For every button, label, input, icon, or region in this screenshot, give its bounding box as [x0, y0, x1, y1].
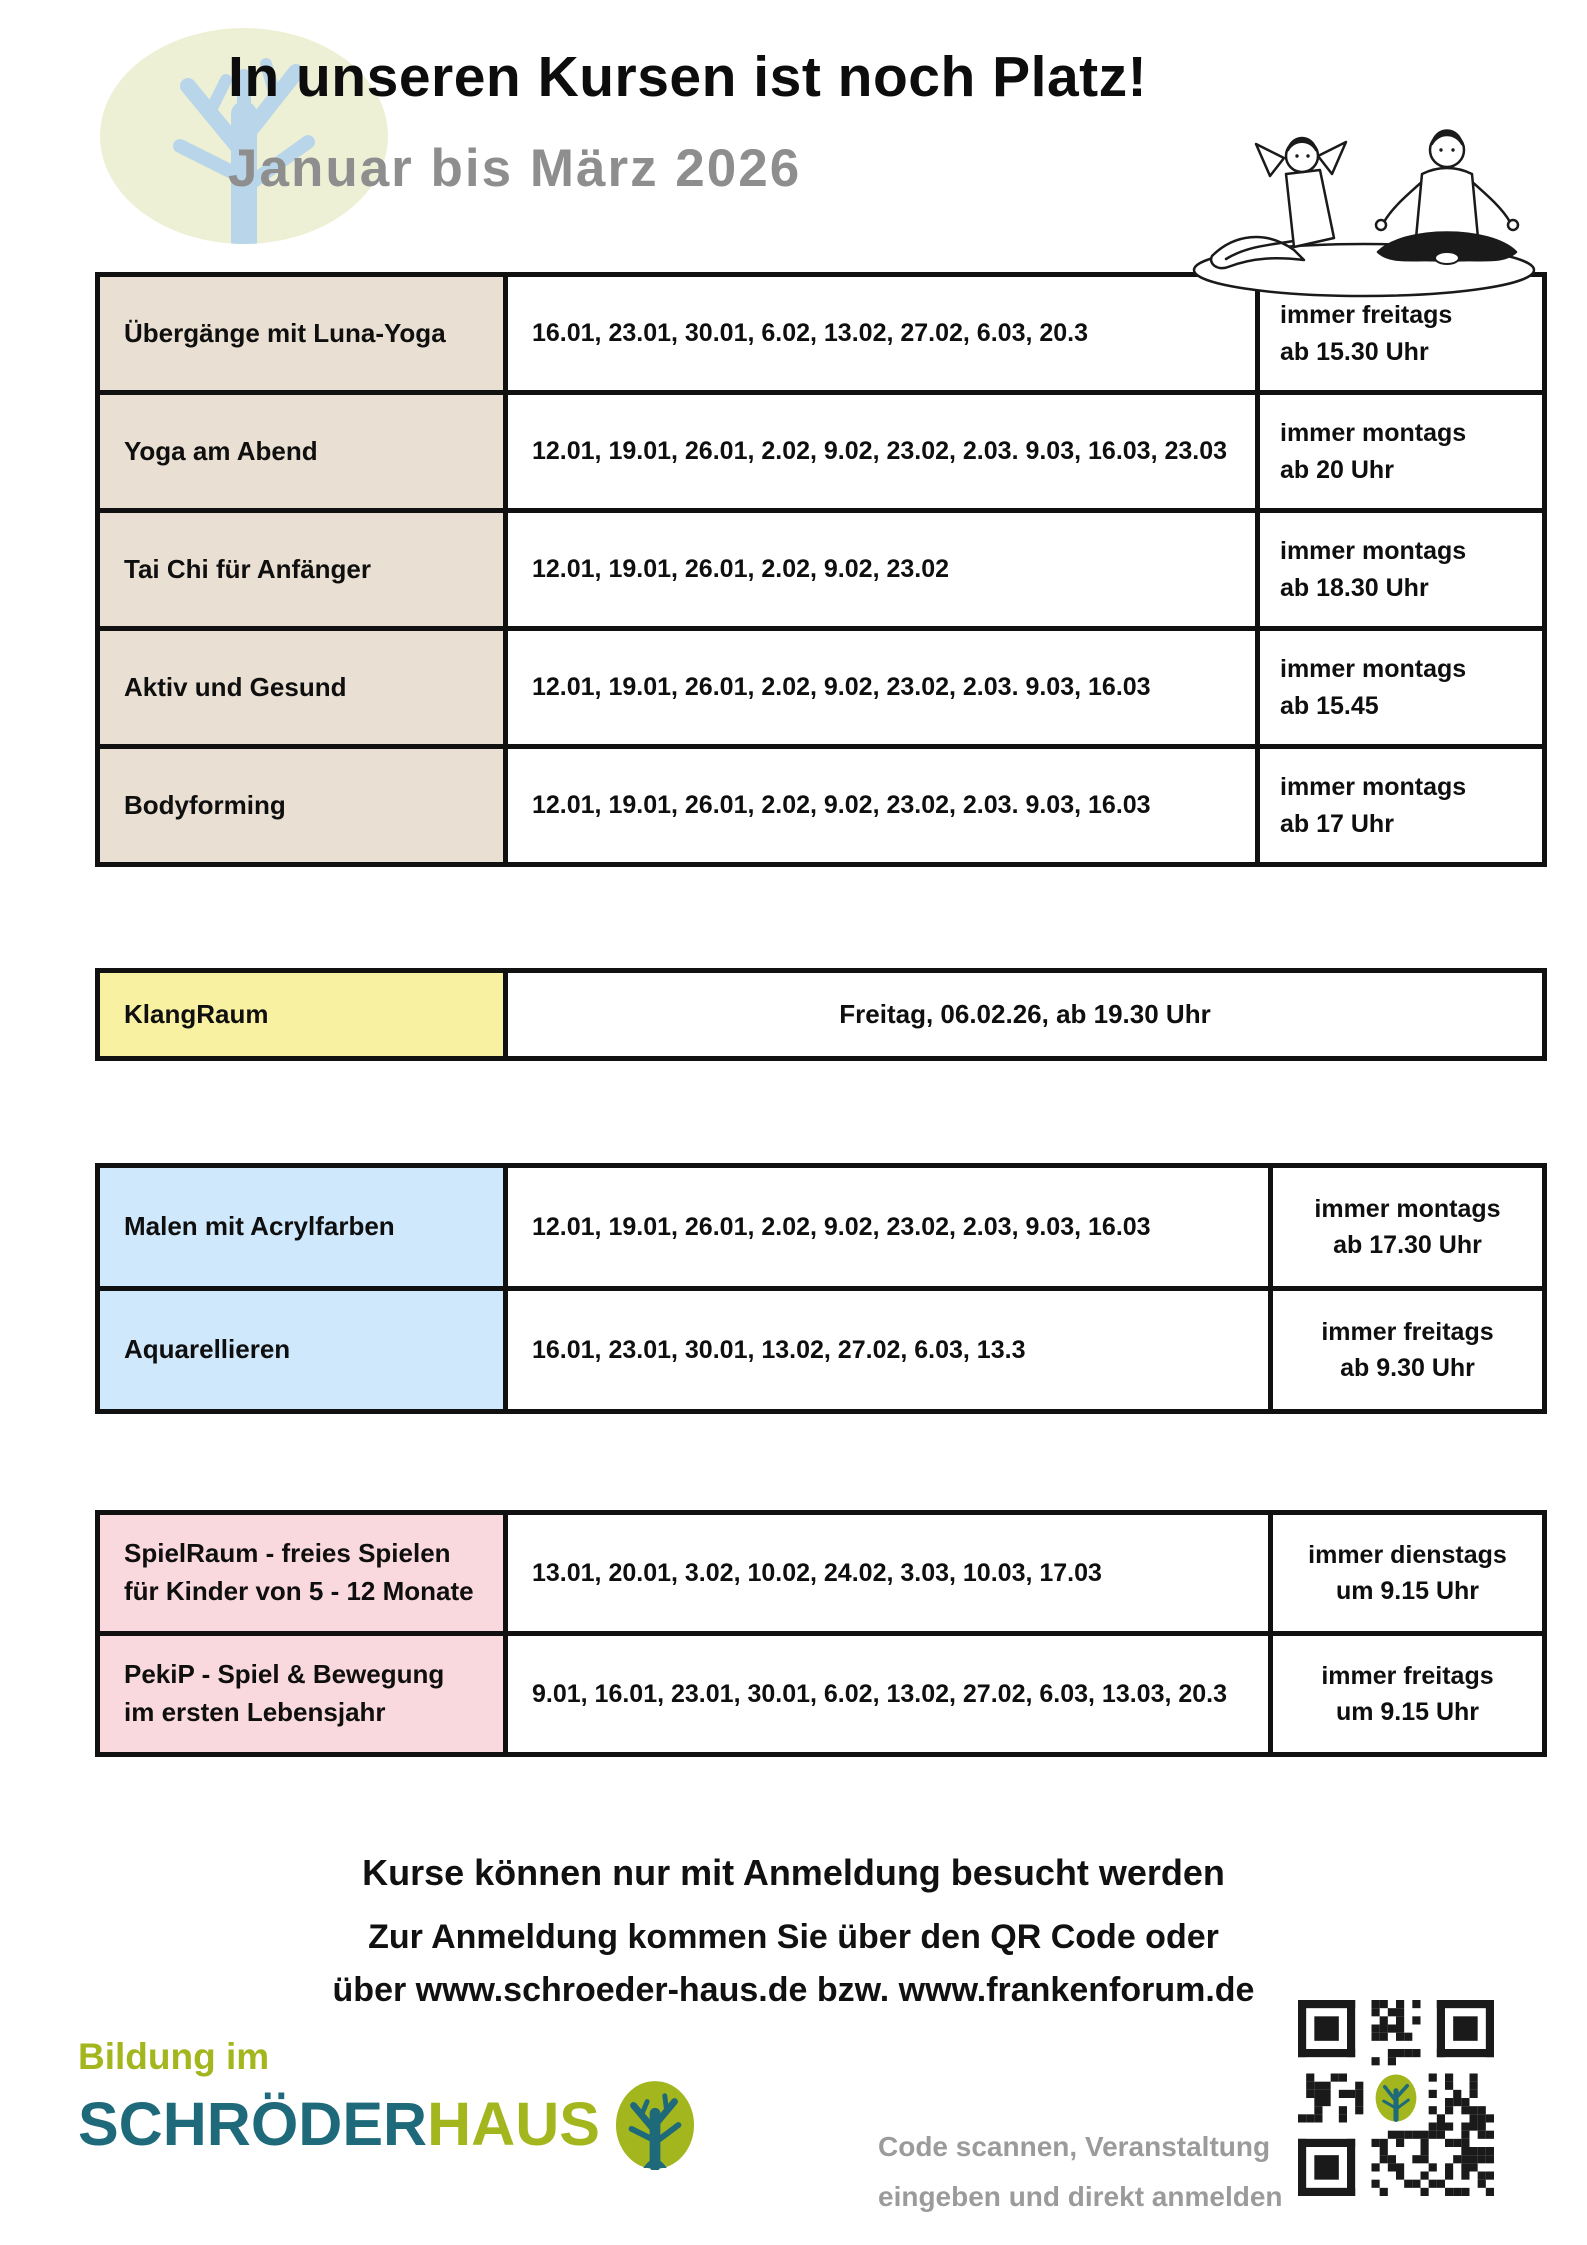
table-row: Aquarellieren 16.01, 23.01, 30.01, 13.02…: [95, 1286, 1547, 1414]
table-row: Malen mit Acrylfarben 12.01, 19.01, 26.0…: [95, 1163, 1547, 1291]
table-row: Aktiv und Gesund 12.01, 19.01, 26.01, 2.…: [95, 626, 1547, 749]
course-schedule-cell: immer montags ab 17 Uhr: [1255, 744, 1547, 867]
logo-name: SCHRÖDER HAUS: [78, 2080, 696, 2170]
tree-watermark-icon: [100, 28, 388, 244]
course-name-cell: Bodyforming: [95, 744, 508, 867]
course-dates-cell: 12.01, 19.01, 26.01, 2.02, 9.02, 23.02, …: [503, 390, 1260, 513]
schedule-line: ab 9.30 Uhr: [1340, 1354, 1475, 1382]
art-course-table: Malen mit Acrylfarben 12.01, 19.01, 26.0…: [95, 1163, 1547, 1414]
schedule-line: immer montags: [1280, 773, 1467, 802]
schedule-line: ab 20 Uhr: [1280, 455, 1394, 484]
registration-note-line: über www.schroeder-haus.de bzw. www.fran…: [332, 1971, 1255, 2009]
schedule-line: immer freitags: [1321, 1661, 1494, 1690]
schedule-line: immer freitags: [1321, 1317, 1494, 1346]
course-schedule-cell: immer montags ab 15.45: [1255, 626, 1547, 749]
tree-logo-icon: [615, 2081, 694, 2170]
course-schedule-cell: immer freitags um 9.15 Uhr: [1268, 1631, 1547, 1757]
table-row: PekiP - Spiel & Bewegung im ersten Leben…: [95, 1631, 1547, 1757]
table-row: SpielRaum - freies Spielen für Kinder vo…: [95, 1510, 1547, 1636]
schedule-line: immer freitags: [1280, 301, 1453, 330]
course-dates-cell: 12.01, 19.01, 26.01, 2.02, 9.02, 23.02, …: [503, 1163, 1273, 1291]
logo-name-haus: HAUS: [427, 2090, 600, 2159]
course-dates-cell: 12.01, 19.01, 26.01, 2.02, 9.02, 23.02, …: [503, 744, 1260, 867]
course-name-cell: Aktiv und Gesund: [95, 626, 508, 749]
schedule-line: ab 17 Uhr: [1280, 809, 1394, 838]
page-subtitle: Januar bis März 2026: [228, 139, 802, 198]
schedule-line: immer montags: [1280, 419, 1467, 448]
course-dates-cell: 9.01, 16.01, 23.01, 30.01, 6.02, 13.02, …: [503, 1631, 1273, 1757]
qr-code: [1298, 2000, 1494, 2196]
course-dates-cell: 13.01, 20.01, 3.02, 10.02, 24.02, 3.03, …: [503, 1510, 1273, 1636]
schedule-line: immer montags: [1314, 1194, 1501, 1223]
course-schedule-cell: immer dienstags um 9.15 Uhr: [1268, 1510, 1547, 1636]
course-name-cell: SpielRaum - freies Spielen für Kinder vo…: [95, 1510, 508, 1636]
logo-name-schroeder: SCHRÖDER: [78, 2090, 428, 2159]
schedule-line: ab 18.30 Uhr: [1280, 573, 1429, 602]
qr-center-tree-logo: [1368, 2070, 1424, 2126]
qr-caption: Code scannen, Veranstaltung eingeben und…: [878, 2122, 1283, 2223]
course-dates-cell: 16.01, 23.01, 30.01, 13.02, 27.02, 6.03,…: [503, 1286, 1273, 1414]
schedule-line: ab 15.30 Uhr: [1280, 337, 1429, 366]
registration-note-line: Kurse können nur mit Anmeldung besucht w…: [362, 1852, 1225, 1893]
qr-caption-line: eingeben und direkt anmelden: [878, 2181, 1283, 2213]
course-name-cell: Übergänge mit Luna-Yoga: [95, 272, 508, 395]
schedule-line: immer montags: [1280, 655, 1467, 684]
course-name-cell: Aquarellieren: [95, 1286, 508, 1414]
logo-tagline: Bildung im: [78, 2036, 270, 2077]
registration-note: Kurse können nur mit Anmeldung besucht w…: [0, 1852, 1587, 2010]
schroederhaus-logo: Bildung im SCHRÖDER HAUS: [78, 2036, 696, 2170]
course-date-info-cell: Freitag, 06.02.26, ab 19.30 Uhr: [503, 968, 1547, 1061]
course-dates-cell: 12.01, 19.01, 26.01, 2.02, 9.02, 23.02: [503, 508, 1260, 631]
table-row: Yoga am Abend 12.01, 19.01, 26.01, 2.02,…: [95, 390, 1547, 513]
schedule-line: um 9.15 Uhr: [1335, 1698, 1480, 1726]
course-schedule-cell: immer montags ab 20 Uhr: [1255, 390, 1547, 513]
course-schedule-cell: immer montags ab 17.30 Uhr: [1268, 1163, 1547, 1291]
schedule-line: ab 15.45: [1280, 691, 1379, 720]
table-row: KlangRaum Freitag, 06.02.26, ab 19.30 Uh…: [95, 968, 1547, 1061]
qr-caption-line: Code scannen, Veranstaltung: [878, 2131, 1271, 2162]
course-name-cell: KlangRaum: [95, 968, 508, 1061]
course-name-cell: Malen mit Acrylfarben: [95, 1163, 508, 1291]
page-title: In unseren Kursen ist noch Platz!: [228, 45, 1148, 109]
course-schedule-cell: immer freitags ab 9.30 Uhr: [1268, 1286, 1547, 1414]
schedule-line: immer montags: [1280, 537, 1467, 566]
course-name-cell: Yoga am Abend: [95, 390, 508, 513]
klangraum-table: KlangRaum Freitag, 06.02.26, ab 19.30 Uh…: [95, 968, 1547, 1061]
schedule-line: immer dienstags: [1308, 1540, 1507, 1569]
course-dates-cell: 16.01, 23.01, 30.01, 6.02, 13.02, 27.02,…: [503, 272, 1260, 395]
table-row: Tai Chi für Anfänger 12.01, 19.01, 26.01…: [95, 508, 1547, 631]
registration-note-line: Zur Anmeldung kommen Sie über den QR Cod…: [368, 1918, 1219, 1956]
course-dates-cell: 12.01, 19.01, 26.01, 2.02, 9.02, 23.02, …: [503, 626, 1260, 749]
wellness-course-table: Übergänge mit Luna-Yoga 16.01, 23.01, 30…: [95, 272, 1547, 867]
schedule-line: ab 17.30 Uhr: [1333, 1231, 1482, 1259]
course-name-cell: PekiP - Spiel & Bewegung im ersten Leben…: [95, 1631, 508, 1757]
schedule-line: um 9.15 Uhr: [1335, 1577, 1480, 1605]
yoga-people-illustration: [1192, 129, 1536, 298]
course-name-cell: Tai Chi für Anfänger: [95, 508, 508, 631]
kids-course-table: SpielRaum - freies Spielen für Kinder vo…: [95, 1510, 1547, 1757]
table-row: Bodyforming 12.01, 19.01, 26.01, 2.02, 9…: [95, 744, 1547, 867]
course-schedule-cell: immer montags ab 18.30 Uhr: [1255, 508, 1547, 631]
